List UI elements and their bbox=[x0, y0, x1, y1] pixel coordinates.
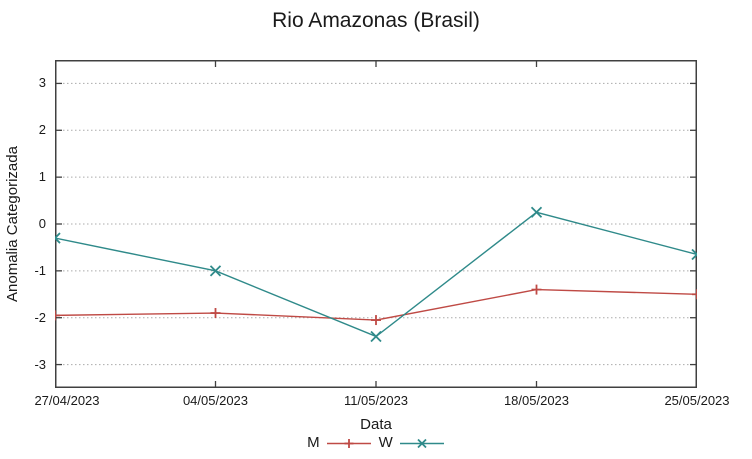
x-tick-label: 18/05/2023 bbox=[503, 393, 570, 408]
legend-item-M: M bbox=[307, 434, 372, 452]
legend-item-W: W bbox=[379, 434, 445, 452]
cross-marker-icon bbox=[530, 206, 543, 218]
cross-marker-icon bbox=[370, 330, 382, 343]
cross-marker-icon bbox=[691, 253, 697, 261]
x-axis-label: Data bbox=[360, 416, 392, 433]
plot-area bbox=[55, 60, 697, 388]
y-tick-label: 3 bbox=[38, 75, 46, 91]
x-tick-label: 25/05/2023 bbox=[664, 393, 730, 408]
cross-marker-icon bbox=[691, 248, 697, 256]
y-tick-label: 0 bbox=[38, 216, 46, 231]
cross-marker-icon bbox=[55, 236, 61, 244]
legend-label: M bbox=[307, 434, 320, 451]
x-tick-label: 04/05/2023 bbox=[182, 393, 249, 408]
cross-marker-icon bbox=[209, 265, 222, 277]
chart-title: Rio Amazonas (Brasil) bbox=[272, 9, 480, 32]
legend-cross-marker-icon bbox=[399, 438, 444, 449]
y-tick-label: -1 bbox=[34, 262, 46, 278]
y-tick-label: 1 bbox=[38, 169, 46, 185]
x-tick-label: 11/05/2023 bbox=[343, 393, 409, 408]
plot-canvas bbox=[55, 60, 697, 388]
y-tick-label: 2 bbox=[38, 122, 46, 138]
y-tick-label: -2 bbox=[34, 309, 46, 325]
x-tick-label: 27/04/2023 bbox=[34, 393, 100, 408]
legend-label: W bbox=[378, 434, 393, 451]
legend-plus-marker-icon bbox=[326, 439, 371, 448]
cross-marker-icon bbox=[55, 232, 61, 240]
y-tick-label: -3 bbox=[34, 356, 46, 372]
plot-border bbox=[55, 60, 697, 388]
